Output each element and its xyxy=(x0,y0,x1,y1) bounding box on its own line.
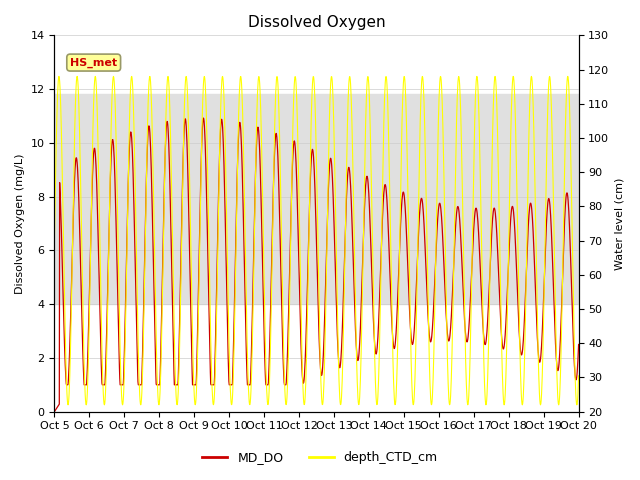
Y-axis label: Water level (cm): Water level (cm) xyxy=(615,177,625,270)
Y-axis label: Dissolved Oxygen (mg/L): Dissolved Oxygen (mg/L) xyxy=(15,153,25,294)
Text: HS_met: HS_met xyxy=(70,58,117,68)
Legend: MD_DO, depth_CTD_cm: MD_DO, depth_CTD_cm xyxy=(197,446,443,469)
Title: Dissolved Oxygen: Dissolved Oxygen xyxy=(248,15,385,30)
Bar xyxy=(54,95,579,304)
